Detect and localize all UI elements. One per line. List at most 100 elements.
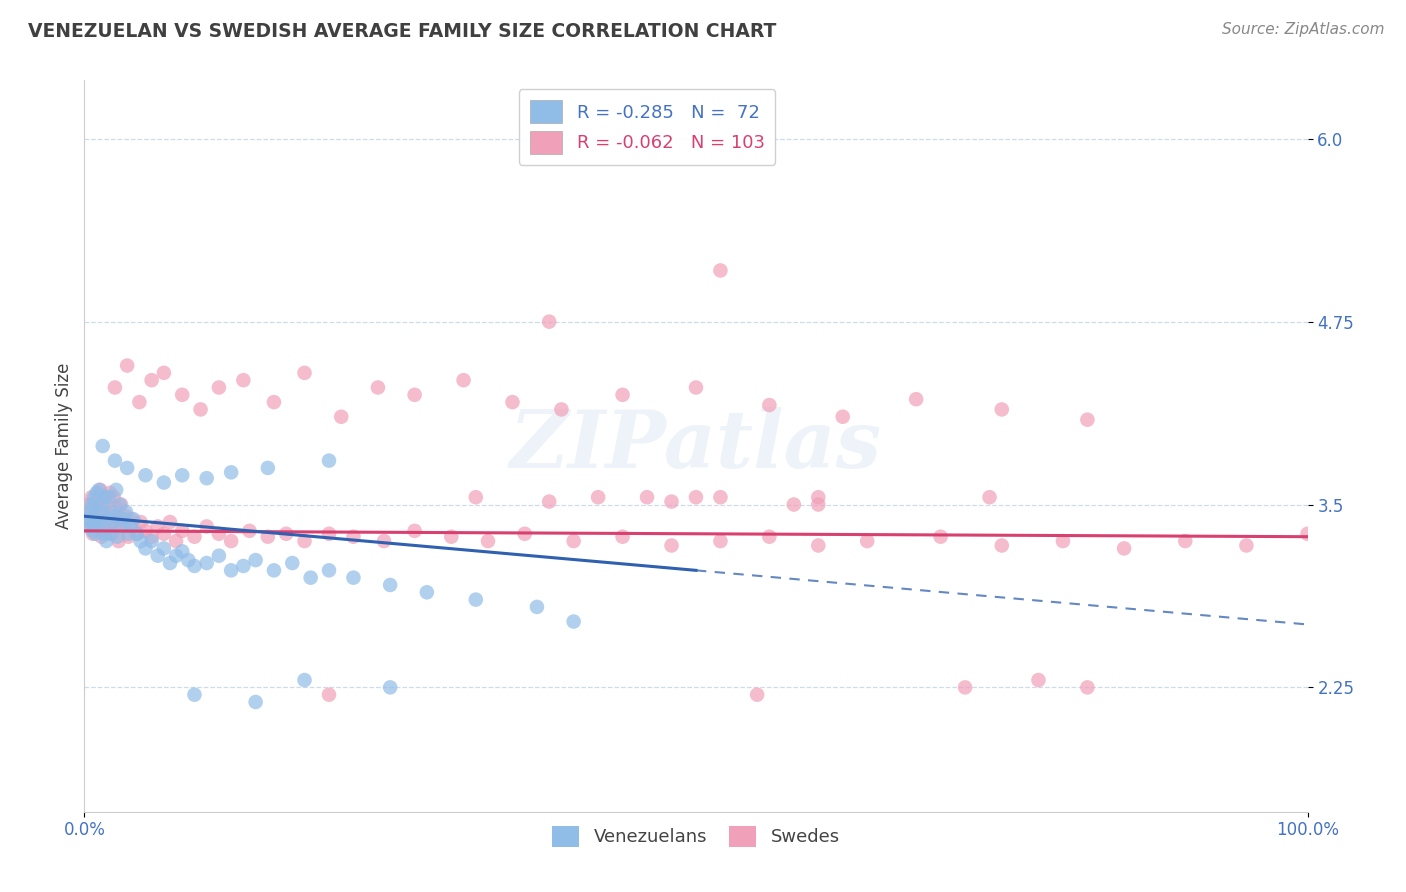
Point xyxy=(79,515,101,529)
Point xyxy=(612,530,634,544)
Point xyxy=(141,530,163,544)
Point xyxy=(636,490,658,504)
Point xyxy=(112,519,135,533)
Point xyxy=(464,490,486,504)
Point xyxy=(153,475,176,490)
Point xyxy=(115,509,138,524)
Point xyxy=(159,515,181,529)
Point xyxy=(77,519,100,533)
Point xyxy=(77,505,100,519)
Point xyxy=(93,526,115,541)
Point xyxy=(172,544,194,558)
Point xyxy=(991,539,1014,553)
Point xyxy=(96,498,118,512)
Point xyxy=(104,519,127,533)
Point xyxy=(141,534,163,549)
Point xyxy=(100,509,122,524)
Point xyxy=(159,556,181,570)
Point xyxy=(80,498,103,512)
Point xyxy=(276,526,298,541)
Point xyxy=(120,519,142,533)
Point xyxy=(404,388,426,402)
Point xyxy=(513,526,536,541)
Point xyxy=(807,539,830,553)
Point xyxy=(183,688,205,702)
Point xyxy=(1028,673,1050,687)
Point xyxy=(294,366,316,380)
Point xyxy=(263,395,285,409)
Point xyxy=(82,500,104,515)
Point xyxy=(263,563,285,577)
Point xyxy=(758,530,780,544)
Point xyxy=(404,524,426,538)
Point xyxy=(1076,412,1098,426)
Point xyxy=(82,524,104,538)
Point xyxy=(98,526,121,541)
Text: VENEZUELAN VS SWEDISH AVERAGE FAMILY SIZE CORRELATION CHART: VENEZUELAN VS SWEDISH AVERAGE FAMILY SIZ… xyxy=(28,22,776,41)
Point xyxy=(100,505,122,519)
Point xyxy=(172,524,194,538)
Point xyxy=(195,519,218,533)
Point xyxy=(440,530,463,544)
Point xyxy=(219,466,242,480)
Y-axis label: Average Family Size: Average Family Size xyxy=(55,363,73,529)
Point xyxy=(104,380,127,394)
Point xyxy=(90,505,112,519)
Point xyxy=(477,534,499,549)
Point xyxy=(586,490,609,504)
Point xyxy=(183,558,205,573)
Point xyxy=(380,681,402,695)
Point xyxy=(112,512,135,526)
Point xyxy=(373,534,395,549)
Point xyxy=(86,509,108,524)
Point xyxy=(135,541,157,556)
Point xyxy=(80,490,103,504)
Point xyxy=(97,512,120,526)
Point xyxy=(104,509,127,524)
Point xyxy=(245,553,267,567)
Point xyxy=(90,530,112,544)
Point xyxy=(117,530,139,544)
Point xyxy=(89,483,111,497)
Point xyxy=(208,549,231,563)
Point xyxy=(115,505,138,519)
Point xyxy=(318,453,340,467)
Point xyxy=(101,526,124,541)
Point xyxy=(105,483,128,497)
Point xyxy=(612,388,634,402)
Point xyxy=(86,494,108,508)
Point xyxy=(177,553,200,567)
Point xyxy=(165,534,187,549)
Point xyxy=(195,471,218,485)
Point xyxy=(758,398,780,412)
Point xyxy=(219,534,242,549)
Point xyxy=(257,461,280,475)
Point xyxy=(562,534,585,549)
Point xyxy=(97,515,120,529)
Point xyxy=(86,485,108,500)
Point xyxy=(562,615,585,629)
Point xyxy=(183,530,205,544)
Point xyxy=(108,498,131,512)
Point xyxy=(464,592,486,607)
Point xyxy=(195,556,218,570)
Point xyxy=(83,490,105,504)
Point xyxy=(93,490,115,504)
Point xyxy=(115,359,138,373)
Point xyxy=(807,490,830,504)
Point xyxy=(991,402,1014,417)
Point xyxy=(141,373,163,387)
Point xyxy=(208,526,231,541)
Point xyxy=(129,534,152,549)
Point xyxy=(367,380,389,394)
Point xyxy=(1174,534,1197,549)
Point xyxy=(953,681,976,695)
Point xyxy=(76,512,98,526)
Point xyxy=(97,512,120,526)
Point xyxy=(294,673,316,687)
Point xyxy=(550,402,572,417)
Point xyxy=(342,530,364,544)
Point xyxy=(526,599,548,614)
Point xyxy=(105,500,128,515)
Point xyxy=(783,498,806,512)
